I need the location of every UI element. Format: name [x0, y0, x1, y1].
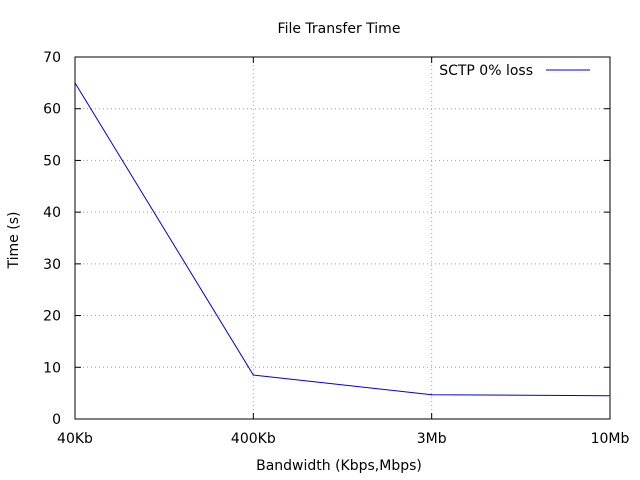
- axes: [74, 56, 611, 420]
- series-layer: [74, 82, 611, 397]
- legend: SCTP 0% loss: [439, 63, 590, 79]
- plot-frame: [74, 56, 611, 420]
- y-tick-label: 30: [43, 257, 61, 273]
- x-tick-label: 10Mb: [591, 431, 630, 447]
- data-point: [609, 395, 611, 397]
- x-tick-label: 400Kb: [231, 431, 276, 447]
- x-tick-label: 40Kb: [57, 431, 93, 447]
- data-point: [431, 394, 433, 396]
- y-tick-label: 50: [43, 153, 61, 169]
- legend-label: SCTP 0% loss: [439, 63, 533, 79]
- data-point: [252, 374, 254, 376]
- y-tick-label: 40: [43, 205, 61, 221]
- grid: [75, 57, 610, 419]
- y-tick-label: 70: [43, 50, 61, 66]
- x-axis-label: Bandwidth (Kbps,Mbps): [256, 458, 422, 474]
- series-line: [74, 82, 611, 397]
- x-tick-label: 3Mb: [417, 431, 447, 447]
- chart-title: File Transfer Time: [278, 21, 401, 37]
- y-axis-label: Time (s): [6, 212, 22, 270]
- y-tick-label: 10: [43, 360, 61, 376]
- y-tick-label: 20: [43, 309, 61, 325]
- y-tick-label: 60: [43, 102, 61, 118]
- y-ticks: 0 10 20 30 40 50 60 70: [43, 50, 610, 428]
- y-tick-label: 0: [52, 412, 61, 428]
- data-point: [74, 82, 76, 84]
- x-ticks: 40Kb 400Kb 3Mb 10Mb: [57, 57, 630, 447]
